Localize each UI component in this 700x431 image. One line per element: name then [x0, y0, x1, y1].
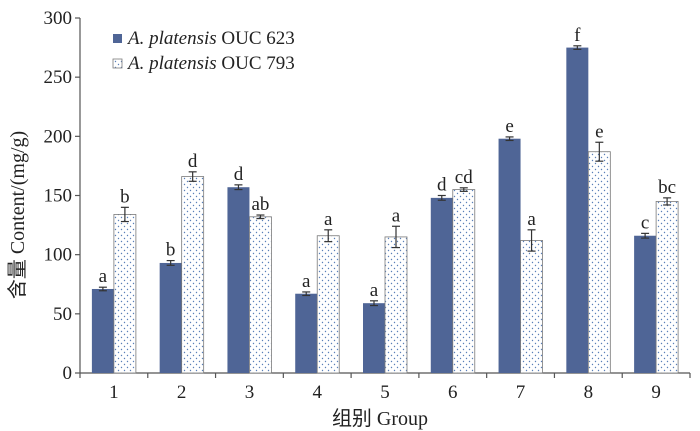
bar-series1-group8: [566, 47, 589, 373]
y-tick-label: 0: [63, 363, 73, 384]
y-tick-label: 50: [53, 304, 72, 325]
x-tick-label: 3: [245, 382, 255, 403]
bar-series1-group7: [498, 138, 521, 373]
significance-letter: b: [120, 186, 130, 207]
significance-letter: a: [302, 271, 311, 292]
significance-letter: d: [437, 175, 447, 196]
y-tick-label: 150: [44, 186, 73, 207]
x-tick-label: 5: [380, 382, 390, 403]
x-tick-label: 7: [516, 382, 526, 403]
significance-letter: ab: [251, 194, 269, 215]
bar-series2-group3: [249, 216, 272, 374]
bar-series2-group2: [181, 176, 205, 374]
bar-series2-group1: [113, 214, 137, 374]
legend-item-2: A. platensis OUC 793: [112, 53, 295, 74]
legend-species: A. platensis: [126, 28, 217, 49]
x-tick-label: 6: [448, 382, 458, 403]
x-tick-label: 2: [177, 382, 187, 403]
significance-letter: bc: [658, 177, 676, 198]
bar-series1-group5: [363, 303, 385, 373]
bar-series1-group6: [430, 197, 453, 373]
bar-series1-group3: [227, 187, 250, 373]
x-axis: 1 2 3 4 5 6 7 8 9: [79, 372, 691, 403]
x-tick-label: 9: [651, 382, 661, 403]
bar-series2-group5: [384, 236, 408, 374]
significance-letter: a: [527, 209, 536, 230]
y-tick-label: 300: [44, 8, 73, 29]
significance-letter: a: [370, 280, 379, 301]
bar-series1-group1: [91, 288, 114, 373]
legend-label: A. platensis OUC 793: [126, 53, 295, 74]
x-tick-label: 4: [312, 382, 322, 403]
significance-letter: a: [324, 209, 333, 230]
bar-series2-group9: [655, 201, 679, 374]
significance-letter: d: [188, 151, 198, 172]
y-tick-label: 200: [44, 126, 73, 147]
significance-letter: cd: [455, 167, 473, 188]
legend-item-1: A. platensis OUC 623: [113, 28, 295, 49]
x-tick-label: 8: [584, 382, 594, 403]
bar-series1-group2: [159, 262, 182, 373]
y-tick-label: 100: [44, 245, 73, 266]
y-axis-title: 含量 Content/(mg/g): [6, 131, 29, 299]
bar-series2-group4: [316, 235, 340, 374]
bar-series1-group9: [634, 235, 657, 373]
x-axis-title: 组别 Group: [332, 407, 428, 430]
legend-strain: OUC 793: [217, 53, 295, 74]
significance-letter: f: [574, 25, 581, 46]
bar-series2-group6: [452, 189, 476, 374]
y-axis: 0 50 100 150 200 250 300: [44, 8, 81, 384]
significance-letter: d: [234, 164, 244, 185]
bar-series2-group8: [587, 151, 611, 374]
x-tick-label: 1: [109, 382, 119, 403]
significance-letter: e: [505, 116, 513, 137]
bar-series1-group4: [295, 293, 318, 373]
legend-strain: OUC 623: [217, 28, 295, 49]
significance-letter: e: [595, 121, 603, 142]
bar-series2-group7: [520, 240, 543, 374]
legend-label: A. platensis OUC 623: [126, 28, 295, 49]
significance-letter: a: [392, 205, 401, 226]
significance-letter: a: [99, 266, 108, 287]
legend-species: A. platensis: [126, 53, 217, 74]
y-tick-label: 250: [44, 67, 73, 88]
significance-letter: b: [166, 240, 176, 261]
legend-swatch: [112, 58, 123, 69]
legend-swatch: [113, 34, 122, 43]
significance-letter: c: [641, 212, 649, 233]
